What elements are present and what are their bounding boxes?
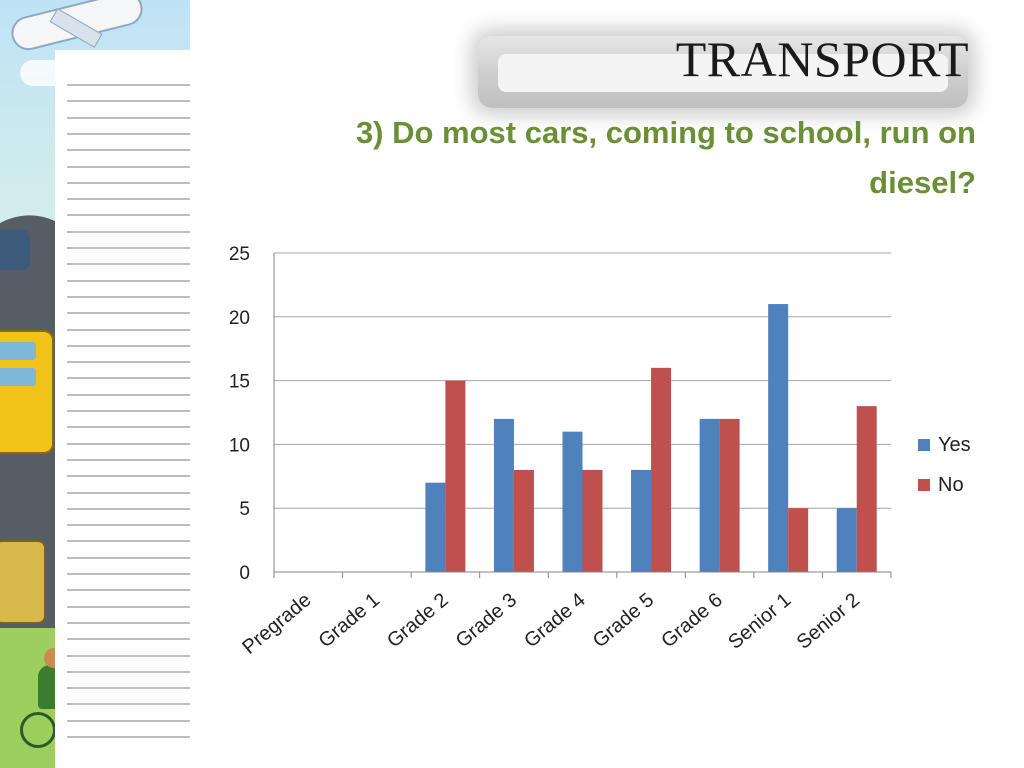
paper-line [67, 426, 190, 429]
bar-yes-grade-6 [699, 418, 720, 572]
legend-label-no: No [938, 473, 964, 496]
paper-line [67, 100, 190, 103]
decorative-illustration-panel [0, 0, 190, 768]
page-title: TRANSPORT [675, 31, 969, 87]
x-category-label: Grade 5 [589, 589, 659, 652]
paper-line [67, 507, 190, 510]
paper-line [67, 149, 190, 152]
bus-illustration [0, 330, 54, 454]
legend-swatch-yes [918, 439, 930, 451]
bus-window [0, 368, 36, 386]
paper-line [67, 279, 190, 282]
paper-line [67, 475, 190, 478]
x-category-label: Grade 6 [657, 589, 727, 652]
lined-paper-illustration [55, 50, 190, 768]
bar-no-senior-1 [788, 508, 809, 572]
x-category-label: Senior 2 [793, 589, 864, 654]
paper-line [67, 556, 190, 559]
paper-line [67, 377, 190, 380]
y-tick-label: 10 [229, 435, 250, 456]
paper-line [67, 491, 190, 494]
paper-line [67, 703, 190, 706]
bar-no-senior-2 [856, 406, 877, 572]
paper-line [67, 116, 190, 119]
chart-legend: Yes No [918, 425, 971, 505]
paper-line [67, 328, 190, 331]
paper-line [67, 540, 190, 543]
paper-line [67, 165, 190, 168]
y-tick-label: 25 [229, 244, 250, 265]
bar-no-grade-5 [651, 367, 672, 572]
paper-line [67, 687, 190, 690]
y-tick-label: 5 [239, 499, 250, 520]
bar-yes-senior-2 [836, 508, 857, 572]
paper-line [67, 410, 190, 412]
paper-line [67, 312, 190, 315]
x-category-label: Grade 2 [383, 589, 453, 652]
van-illustration [0, 540, 46, 624]
paper-line [67, 247, 190, 249]
paper-line [67, 621, 190, 624]
paper-line [67, 214, 190, 217]
paper-line [67, 605, 190, 608]
legend-item-no: No [918, 465, 971, 505]
paper-line [67, 393, 190, 396]
paper-line [67, 295, 190, 298]
paper-line [67, 719, 190, 722]
y-tick-label: 0 [239, 563, 250, 584]
bar-no-grade-4 [582, 469, 603, 572]
bus-window [0, 342, 36, 360]
y-tick-label: 20 [229, 308, 250, 329]
x-category-label: Pregrade [238, 589, 315, 659]
paper-line [67, 84, 190, 86]
bar-yes-grade-4 [562, 431, 583, 572]
paper-line [67, 589, 190, 592]
paper-line [67, 132, 190, 135]
bar-yes-grade-2 [425, 482, 446, 572]
x-category-label: Grade 3 [452, 589, 522, 652]
legend-swatch-no [918, 479, 930, 491]
paper-line [67, 442, 190, 445]
paper-line [67, 458, 190, 461]
bicycle-wheel-icon [20, 712, 56, 748]
legend-item-yes: Yes [918, 425, 971, 465]
title-banner [478, 36, 968, 108]
bar-yes-senior-1 [768, 304, 789, 572]
y-tick-label: 15 [229, 372, 250, 393]
paper-line [67, 263, 190, 266]
legend-label-yes: Yes [938, 433, 971, 456]
paper-line [67, 573, 190, 575]
bar-no-grade-6 [719, 418, 740, 572]
paper-line [67, 638, 190, 641]
bar-no-grade-2 [445, 380, 466, 572]
paper-line [67, 361, 190, 364]
paper-line [67, 736, 190, 738]
x-category-label: Senior 1 [724, 589, 795, 654]
paper-line [67, 344, 190, 347]
bar-yes-grade-5 [631, 469, 652, 572]
paper-line [67, 524, 190, 527]
bar-no-grade-3 [513, 469, 534, 572]
bar-yes-grade-3 [493, 418, 514, 572]
paper-line [67, 670, 190, 673]
x-category-label: Grade 1 [315, 589, 385, 652]
x-category-label: Grade 4 [520, 589, 590, 652]
paper-line [67, 181, 190, 184]
paper-line [67, 198, 190, 201]
car-illustration [0, 230, 30, 270]
paper-line [67, 654, 190, 657]
paper-line [67, 230, 190, 233]
chart-question: 3) Do most cars, coming to school, run o… [355, 115, 976, 200]
